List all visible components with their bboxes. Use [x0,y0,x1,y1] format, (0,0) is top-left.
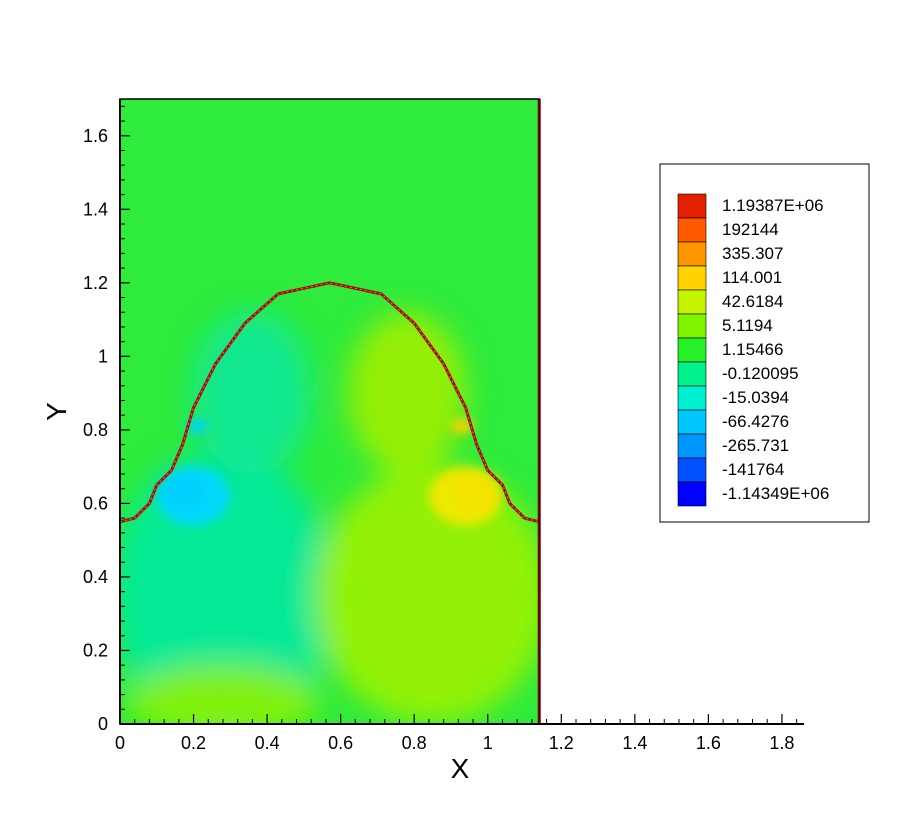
axes [119,98,804,725]
legend-label: -265.731 [722,436,789,455]
contour-field [120,99,540,724]
legend-swatch [677,361,707,387]
x-tick-label: 1.8 [769,733,794,753]
y-tick-label: 1 [98,346,108,366]
region-bottom-warm [127,665,319,724]
interface-highlight [120,282,540,523]
smooth-regions [120,312,540,724]
x-tick-label: 1.6 [696,733,721,753]
x-tick-label: 0 [115,733,125,753]
legend-swatch [677,457,707,483]
x-tick-label: 1.2 [549,733,574,753]
region-dome-right-warm [348,312,466,474]
legend-label: 1.19387E+06 [722,196,824,215]
legend-swatch [677,385,707,411]
y-tick-label: 0.4 [83,567,108,587]
legend-swatch [677,481,707,507]
legend-swatch [677,289,707,315]
y-tick-label: 0.2 [83,640,108,660]
x-tick-label: 1 [483,733,493,753]
legend-swatch [677,433,707,459]
region-left-vortex-cyan [156,466,231,526]
region-right-upper-spot [450,418,474,434]
y-tick-label: 1.4 [83,199,108,219]
y-tick-label: 1.6 [83,126,108,146]
y-axis-title: Y [41,402,72,421]
legend-label: -1.14349E+06 [722,484,829,503]
x-tick-label: 1.4 [622,733,647,753]
tick-labels: 0 0.2 0.4 0.6 0.8 1 1.2 1.4 1.6 1.8 0 0.2 0.4 0.6 0.8 1… [83,126,794,753]
legend-label: 5.1194 [722,316,773,335]
x-axis-title: X [451,753,470,784]
region-dome-left-cool [193,312,312,474]
x-tick-label: 0.4 [255,733,280,753]
vortex-regions [156,418,503,526]
legend-label: 192144 [722,220,779,239]
y-tick-label: 0.8 [83,420,108,440]
legend: 1.19387E+06 192144 335.307 114.001 42.6184 5.… [659,163,870,523]
region-lower-right-warm [314,466,540,724]
legend-label: -0.120095 [722,364,799,383]
legend-label: 114.001 [722,268,782,287]
legend-swatch [677,217,707,243]
legend-label: -15.0394 [722,388,789,407]
legend-swatch [677,337,707,363]
legend-swatch [677,265,707,291]
region-right-vortex-yellow [428,466,503,526]
legend-label: 335.307 [722,244,783,263]
legend-swatch [677,313,707,339]
tick-marks [119,105,798,725]
legend-swatch [677,193,707,219]
legend-label: -141764 [722,460,784,479]
x-tick-label: 0.8 [402,733,427,753]
y-tick-label: 0 [98,714,108,734]
legend-label: 42.6184 [722,292,783,311]
x-tick-label: 0.6 [328,733,353,753]
x-tick-label: 0.2 [181,733,206,753]
y-tick-label: 0.6 [83,493,108,513]
legend-label: 1.15466 [722,340,783,359]
y-tick-label: 1.2 [83,273,108,293]
legend-swatch [677,241,707,267]
legend-swatch [677,409,707,435]
legend-label: -66.4276 [722,412,789,431]
region-left-upper-spot [186,418,209,434]
